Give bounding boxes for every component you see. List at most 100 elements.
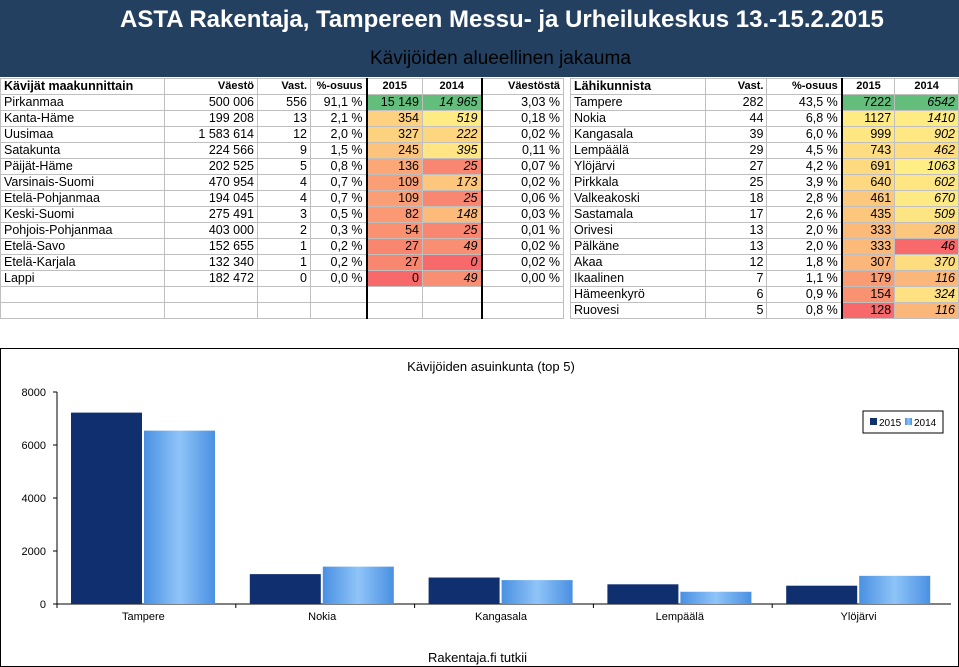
table-cell: 12 [257, 126, 311, 143]
table-cell: 109 [365, 190, 423, 207]
table-cell: 91,1 % [310, 94, 367, 111]
table-cell: 194 045 [164, 190, 258, 207]
table-cell: 4,5 % [766, 142, 843, 159]
x-tick-label: Lempäälä [656, 611, 705, 623]
table-row: Etelä-Karjala 132 340 1 0,2 % 27 0 0,02 % [0, 254, 564, 271]
table-cell: 13 [704, 238, 768, 255]
table-cell: 2,0 % [310, 126, 367, 143]
table-cell: 27 [365, 238, 423, 255]
table-cell: 500 006 [164, 94, 258, 111]
column-header: Vast. [704, 78, 768, 95]
table-cell: 25 [704, 174, 768, 191]
table-cell: 0,07 % [481, 158, 564, 175]
table-cell: Pohjois-Pohjanmaa [0, 222, 165, 239]
bar-chart: Kävijöiden asuinkunta (top 5) 0 2000 4000 6… [22, 359, 951, 623]
table-cell: 2,0 % [766, 222, 843, 239]
table-cell: 370 [894, 254, 959, 271]
regions-table: Kävijät maakunnittain Väestö Vast. %-osuus 2… [0, 78, 564, 319]
page-subtitle: Kävijöiden alueellinen jakauma [370, 48, 631, 69]
table-cell: 333 [840, 238, 896, 255]
table-cell [0, 302, 165, 319]
table-cell: 7222 [840, 94, 896, 111]
table-row: Lempäälä 29 4,5 % 743 462 [570, 142, 959, 159]
table-cell: 462 [894, 142, 959, 159]
table-cell: 18 [704, 190, 768, 207]
table-cell: 54 [365, 222, 423, 239]
table-cell: 1 [257, 238, 311, 255]
table-cell: Sastamala [570, 206, 706, 223]
table-cell: 182 472 [164, 270, 258, 287]
table-cell: Ruovesi [570, 302, 706, 319]
page-title: ASTA Rakentaja, Tampereen Messu- ja Urhe… [120, 6, 884, 33]
table-cell: 0,8 % [310, 158, 367, 175]
table-cell: 7 [704, 270, 768, 287]
table-cell: 109 [365, 174, 423, 191]
table-cell: 154 [840, 286, 896, 303]
table-row: Valkeakoski 18 2,8 % 461 670 [570, 190, 959, 207]
table-cell [422, 286, 483, 303]
header-row: Lähikunnista Vast. %-osuus 2015 2014 [570, 78, 959, 95]
table-cell: 39 [704, 126, 768, 143]
table-cell: Etelä-Karjala [0, 254, 165, 271]
table-cell: 5 [257, 158, 311, 175]
table-cell: Pälkäne [570, 238, 706, 255]
table-row: Kangasala 39 6,0 % 999 902 [570, 126, 959, 143]
table-row: Nokia 44 6,8 % 1127 1410 [570, 110, 959, 127]
table-row: Etelä-Pohjanmaa 194 045 4 0,7 % 109 25 0,06 % [0, 190, 564, 207]
table-row: Tampere 282 43,5 % 7222 6542 [570, 94, 959, 111]
bar-2015 [607, 584, 679, 604]
table-cell: 116 [894, 270, 959, 287]
table-cell: Lappi [0, 270, 165, 287]
x-tick-label: Kangasala [475, 611, 528, 623]
table-cell: Etelä-Savo [0, 238, 165, 255]
table-cell: Ikaalinen [570, 270, 706, 287]
table-cell: 49 [422, 270, 483, 287]
table-cell: 25 [422, 190, 483, 207]
table-cell: 0 [422, 254, 483, 271]
table-cell: 0,0 % [310, 270, 367, 287]
table-cell: 1,1 % [766, 270, 843, 287]
table-cell: Hämeenkyrö [570, 286, 706, 303]
table-cell: Varsinais-Suomi [0, 174, 165, 191]
table-cell: 25 [422, 158, 483, 175]
table-cell: 1,5 % [310, 142, 367, 159]
table-cell: Nokia [570, 110, 706, 127]
table-cell: 5 [704, 302, 768, 319]
table-row: Päijät-Häme 202 525 5 0,8 % 136 25 0,07 % [0, 158, 564, 175]
table-row: Varsinais-Suomi 470 954 4 0,7 % 109 173 0,02 % [0, 174, 564, 191]
table-cell: 6542 [894, 94, 959, 111]
table-cell: 0,2 % [310, 254, 367, 271]
column-header: Väestöstä [481, 78, 564, 95]
table-cell: Etelä-Pohjanmaa [0, 190, 165, 207]
table-cell: 2 [257, 222, 311, 239]
y-tick-label: 4000 [22, 493, 46, 505]
table-cell [365, 302, 423, 319]
legend-label: 2015 [879, 418, 902, 429]
table-cell: 556 [257, 94, 311, 111]
table-cell: 403 000 [164, 222, 258, 239]
table-cell [257, 286, 311, 303]
table-cell: 148 [422, 206, 483, 223]
table-cell: 0,3 % [310, 222, 367, 239]
table-cell: 0 [365, 270, 423, 287]
table-cell: 509 [894, 206, 959, 223]
table-cell: 0,8 % [766, 302, 843, 319]
column-header: 2015 [365, 78, 423, 95]
table-row: Ruovesi 5 0,8 % 128 116 [570, 302, 959, 319]
legend-label: 2014 [914, 418, 937, 429]
table-cell: 354 [365, 110, 423, 127]
table-cell: 43,5 % [766, 94, 843, 111]
column-header: 2014 [894, 78, 959, 95]
table-cell: Uusimaa [0, 126, 165, 143]
table-cell: Pirkkala [570, 174, 706, 191]
y-tick-label: 6000 [22, 440, 46, 452]
x-tick-label: Ylöjärvi [841, 611, 877, 623]
column-header: Väestö [164, 78, 258, 95]
y-tick-label: 8000 [22, 387, 46, 399]
table-cell: 602 [894, 174, 959, 191]
table-cell: Keski-Suomi [0, 206, 165, 223]
table-cell: 0,02 % [481, 254, 564, 271]
table-cell: Tampere [570, 94, 706, 111]
bar-2015 [428, 577, 500, 604]
table-cell: 0 [257, 270, 311, 287]
